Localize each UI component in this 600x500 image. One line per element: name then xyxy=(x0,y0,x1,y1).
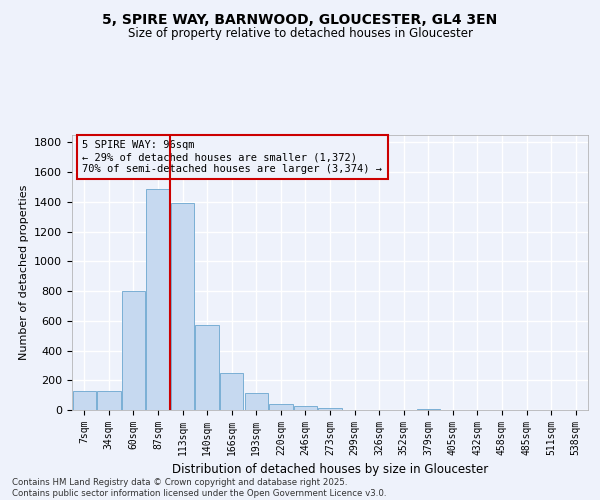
Bar xyxy=(220,373,244,410)
X-axis label: Distribution of detached houses by size in Gloucester: Distribution of detached houses by size … xyxy=(172,464,488,476)
Bar xyxy=(73,390,96,410)
Bar xyxy=(294,406,317,410)
Bar xyxy=(171,204,194,410)
Bar xyxy=(245,393,268,410)
Bar xyxy=(146,188,170,410)
Text: 5 SPIRE WAY: 96sqm
← 29% of detached houses are smaller (1,372)
70% of semi-deta: 5 SPIRE WAY: 96sqm ← 29% of detached hou… xyxy=(82,140,382,173)
Bar xyxy=(122,291,145,410)
Bar xyxy=(196,326,219,410)
Text: Size of property relative to detached houses in Gloucester: Size of property relative to detached ho… xyxy=(128,28,473,40)
Text: 5, SPIRE WAY, BARNWOOD, GLOUCESTER, GL4 3EN: 5, SPIRE WAY, BARNWOOD, GLOUCESTER, GL4 … xyxy=(103,12,497,26)
Text: Contains HM Land Registry data © Crown copyright and database right 2025.
Contai: Contains HM Land Registry data © Crown c… xyxy=(12,478,386,498)
Bar xyxy=(269,404,293,410)
Bar xyxy=(97,390,121,410)
Y-axis label: Number of detached properties: Number of detached properties xyxy=(19,185,29,360)
Bar xyxy=(319,408,341,410)
Bar xyxy=(416,408,440,410)
